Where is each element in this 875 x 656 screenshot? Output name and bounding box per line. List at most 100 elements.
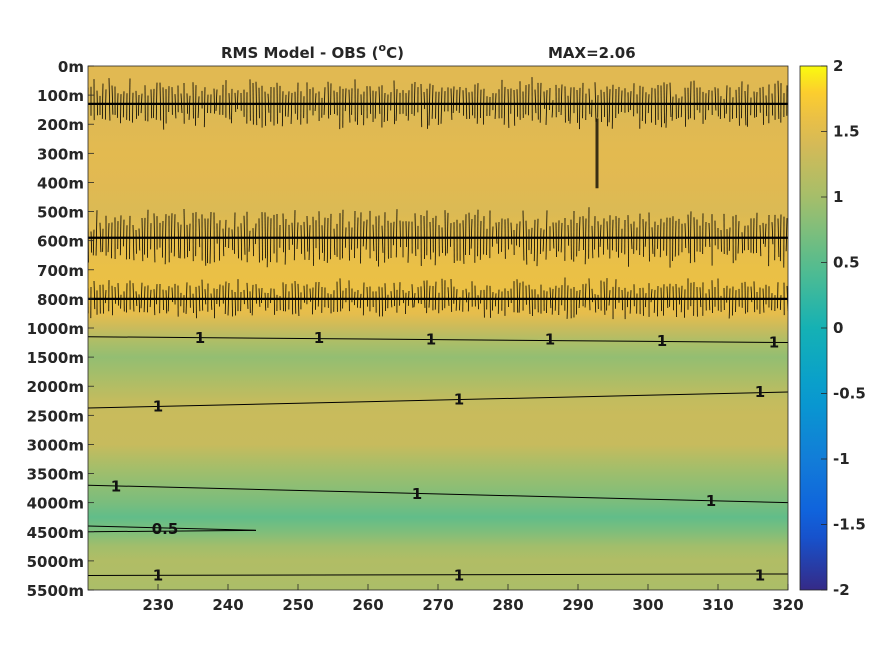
contour-stroke [785, 218, 788, 252]
contour-stroke [582, 216, 584, 250]
contour-stroke [300, 225, 303, 254]
contour-stroke [222, 228, 225, 257]
contour-stroke [374, 91, 377, 119]
contour-stroke [567, 95, 570, 121]
contour-stroke [254, 223, 257, 245]
contour-line [88, 484, 788, 504]
contour-stroke [728, 227, 731, 251]
contour-stroke [621, 289, 624, 311]
contour-stroke [630, 223, 633, 249]
contour-stroke [467, 292, 470, 312]
contour-stroke [339, 278, 342, 312]
contour-stroke [327, 81, 330, 119]
contour-stroke [741, 232, 744, 254]
title-unit: C) [386, 44, 404, 62]
contour-stroke [323, 87, 326, 115]
contour-stroke [645, 293, 647, 308]
contour-stroke [234, 291, 236, 316]
contour-stroke [579, 87, 581, 130]
x-tick-label: 260 [352, 596, 383, 614]
colorbar-tick-label: -1 [833, 450, 850, 468]
contour-stroke [393, 80, 396, 125]
contour-stroke [542, 229, 545, 252]
contour-stroke [111, 285, 113, 316]
contour-stroke [777, 282, 779, 309]
contour-stroke [317, 281, 320, 307]
contour-stroke [224, 219, 227, 248]
contour-label: 1 [454, 390, 464, 408]
contour-stroke [290, 92, 293, 124]
contour-stroke [531, 289, 533, 317]
contour-stroke [576, 89, 578, 123]
contour-label: 0.5 [152, 520, 179, 538]
contour-stroke [393, 282, 396, 307]
contour-stroke [699, 287, 702, 308]
contour-stroke [522, 210, 525, 261]
contour-stroke [545, 210, 548, 260]
contour-line [88, 573, 788, 576]
contour-label: 1 [755, 566, 765, 584]
contour-stroke [159, 82, 162, 121]
contour-stroke [281, 91, 284, 127]
contour-stroke [578, 216, 581, 251]
contour-stroke [518, 221, 521, 248]
contour-stroke [138, 228, 141, 251]
contour-stroke [530, 227, 533, 255]
contour-stroke [314, 93, 317, 112]
x-tick-label: 290 [562, 596, 593, 614]
contour-stroke [434, 281, 437, 310]
contour-stroke [231, 229, 234, 251]
contour-stroke [516, 223, 518, 246]
contour-stroke [465, 288, 468, 303]
colorbar-tick-label: 1.5 [833, 123, 860, 141]
contour-stroke [429, 222, 432, 260]
contour-stroke [197, 96, 200, 118]
contour-stroke [693, 217, 696, 263]
contour-stroke [507, 89, 510, 128]
contour-label: 1 [153, 398, 163, 416]
contour-band [88, 207, 788, 268]
contour-stroke [204, 218, 207, 266]
contour-stroke [333, 228, 336, 256]
contour-stroke [594, 294, 597, 313]
contour-stroke [440, 87, 443, 124]
contour-stroke [545, 90, 548, 125]
contour-stroke [321, 225, 323, 253]
contour-stroke [308, 225, 311, 260]
contour-stroke [260, 288, 263, 304]
contour-stroke [707, 89, 710, 111]
x-tick-label: 280 [492, 596, 523, 614]
colorbar-tick-label: 0 [833, 319, 843, 337]
contour-label: 1 [755, 383, 765, 401]
contour-stroke [215, 89, 218, 111]
contour-stroke [569, 87, 572, 124]
contour-stroke [183, 209, 186, 259]
contour-stroke [291, 222, 294, 245]
contour-stroke [516, 279, 519, 313]
y-tick-label: 100m [37, 87, 84, 105]
contour-stroke [753, 218, 755, 254]
contour-stroke [381, 225, 384, 253]
contour-stroke [762, 288, 765, 313]
contour-stroke [614, 279, 617, 309]
contour-stroke [356, 217, 359, 249]
contour-stroke [477, 295, 479, 310]
contour-stroke [104, 290, 107, 304]
y-tick-label: 3500m [27, 466, 84, 484]
contour-stroke [402, 289, 404, 304]
colorbar-axis: 2 1.5 1 0.5 0 -0.5 -1 -1.5 -2 [821, 57, 866, 599]
contour-stroke [420, 83, 423, 128]
contour-stroke [236, 90, 239, 110]
contour-stroke [303, 221, 306, 260]
contour-stroke [162, 87, 165, 130]
contour-stroke [296, 222, 299, 250]
contour-stroke [714, 87, 717, 111]
contour-stroke [188, 95, 191, 120]
contour-stroke [387, 94, 389, 121]
contour-stroke [125, 225, 128, 260]
x-tick-label: 230 [142, 596, 173, 614]
contour-stroke [282, 213, 285, 253]
contour-stroke [510, 222, 513, 245]
contour-stroke [675, 284, 678, 317]
